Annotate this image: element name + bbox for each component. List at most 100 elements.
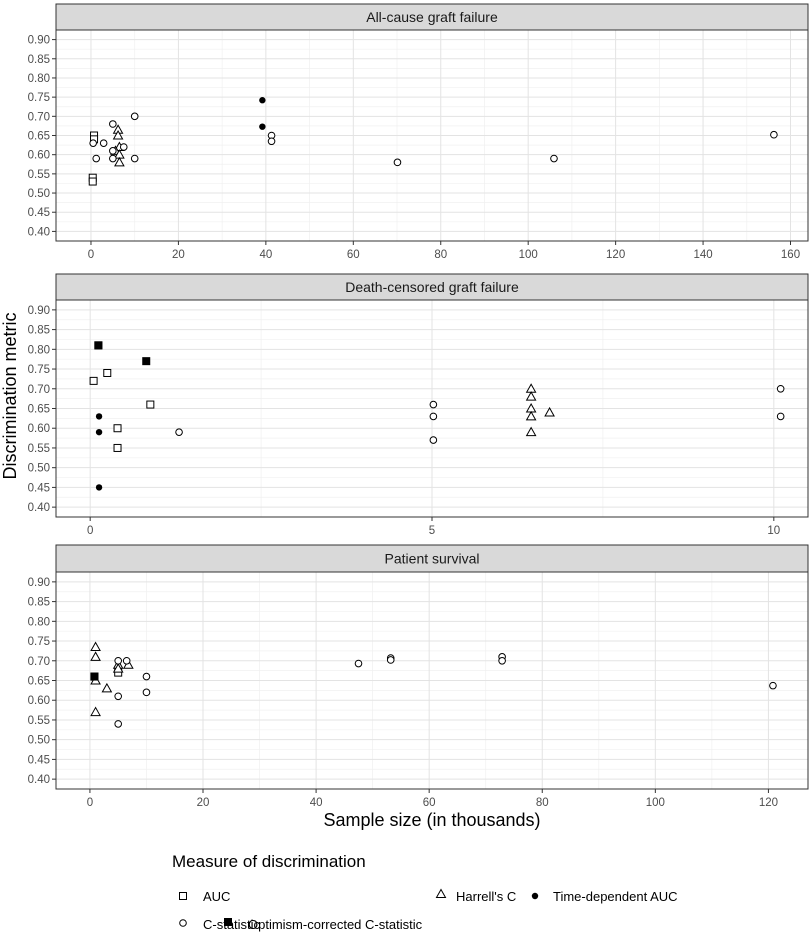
point-optimism-corrected-c-statistic xyxy=(90,672,99,681)
point-time-dependent-auc xyxy=(95,428,103,436)
y-tick-label: 0.50 xyxy=(28,735,50,747)
point-harrell-s-c xyxy=(112,663,124,673)
y-tick-label: 0.75 xyxy=(28,364,50,376)
point-c-statistic xyxy=(142,688,151,697)
point-c-statistic xyxy=(114,656,122,665)
point-harrell-s-c xyxy=(544,406,555,417)
y-tick-label: 0.60 xyxy=(28,423,50,435)
point-time-dependent-auc xyxy=(95,484,103,491)
y-tick-label: 0.65 xyxy=(28,404,50,416)
open-triangle-icon xyxy=(435,888,447,898)
x-tick-label: 40 xyxy=(310,797,323,809)
legend: Measure of discrimination AUC Harrell's C… xyxy=(172,852,678,932)
point-auc xyxy=(88,177,97,186)
x-axis-label: Sample size (in thousands) xyxy=(323,810,540,830)
point-c-statistic xyxy=(109,147,117,155)
point-harrell-s-c xyxy=(90,706,101,717)
facet-title: Patient survival xyxy=(385,551,480,567)
point-c-statistic xyxy=(770,130,778,139)
point-optimism-corrected-c-statistic xyxy=(94,341,103,350)
x-tick-label: 5 xyxy=(429,525,435,537)
x-tick-label: 60 xyxy=(347,249,360,261)
y-tick-label: 0.65 xyxy=(28,131,50,143)
y-tick-label: 0.65 xyxy=(28,676,50,688)
gridlines xyxy=(56,300,808,517)
data-points xyxy=(90,641,777,728)
data-points xyxy=(89,341,785,491)
point-c-statistic xyxy=(114,720,122,728)
point-c-statistic xyxy=(769,681,777,690)
panel-border xyxy=(55,299,809,518)
point-auc xyxy=(103,368,112,377)
point-c-statistic xyxy=(776,384,785,393)
legend-item-harrell-s-c: Harrell's C xyxy=(435,888,516,904)
legend-label: Optimism-corrected C-statistic xyxy=(248,917,423,932)
panel-patient-survival: Patient survival 0.40 0.45 0.50 0.55 0.60 0.65… xyxy=(28,544,809,809)
y-tick-label: 0.80 xyxy=(28,344,50,356)
y-tick-label: 0.55 xyxy=(28,169,50,181)
x-tick-label: 120 xyxy=(606,249,625,261)
point-harrell-s-c xyxy=(525,391,537,401)
y-tick-label: 0.70 xyxy=(28,384,50,396)
panel-death-censored-graft-failure: Death-censored graft failure 0.40 0.45 0.50… xyxy=(28,273,809,537)
point-c-statistic xyxy=(429,436,438,444)
x-axis: 0 20 40 60 80 100 120 140 160 xyxy=(88,241,800,261)
x-tick-label: 40 xyxy=(259,249,272,261)
legend-label: Time-dependent AUC xyxy=(553,889,678,904)
legend-item-time-dependent-auc: Time-dependent AUC xyxy=(531,889,678,904)
point-harrell-s-c xyxy=(101,682,113,693)
data-points xyxy=(88,97,778,186)
x-tick-label: 0 xyxy=(87,525,93,537)
x-tick-label: 100 xyxy=(646,797,665,809)
legend-label: AUC xyxy=(203,889,230,904)
y-tick-label: 0.40 xyxy=(28,774,50,786)
y-tick-label: 0.75 xyxy=(28,636,50,648)
point-c-statistic xyxy=(92,154,101,163)
y-tick-label: 0.85 xyxy=(28,597,50,609)
x-tick-label: 20 xyxy=(172,249,185,261)
y-axis-label: Discrimination metric xyxy=(0,312,20,479)
point-harrell-s-c xyxy=(90,641,101,651)
point-c-statistic xyxy=(109,154,117,163)
x-tick-label: 80 xyxy=(434,249,447,261)
point-c-statistic xyxy=(109,120,117,128)
panel-all-cause-graft-failure: All-cause graft failure0.400.450.500.550… xyxy=(28,3,809,261)
x-tick-label: 120 xyxy=(759,797,778,809)
point-harrell-s-c xyxy=(90,651,101,661)
point-c-statistic xyxy=(119,143,128,151)
y-tick-label: 0.80 xyxy=(28,73,50,85)
facet-title: All-cause graft failure xyxy=(366,9,498,25)
point-auc xyxy=(113,443,122,452)
x-tick-label: 100 xyxy=(519,249,538,261)
point-time-dependent-auc xyxy=(259,97,266,104)
y-tick-label: 0.40 xyxy=(28,226,50,238)
point-c-statistic xyxy=(550,154,558,163)
point-c-statistic xyxy=(386,656,395,664)
y-tick-label: 0.50 xyxy=(28,463,50,475)
y-tick-label: 0.60 xyxy=(28,695,50,707)
x-tick-label: 10 xyxy=(767,525,780,537)
y-tick-label: 0.70 xyxy=(28,656,50,668)
point-c-statistic xyxy=(130,112,139,121)
point-optimism-corrected-c-statistic xyxy=(142,357,151,366)
point-auc xyxy=(146,400,155,409)
y-tick-label: 0.55 xyxy=(28,715,50,727)
facet-title: Death-censored graft failure xyxy=(345,279,519,295)
filled-circle-icon xyxy=(531,892,539,900)
point-c-statistic xyxy=(267,137,276,146)
chart-panels: All-cause graft failure0.400.450.500.550… xyxy=(28,3,809,809)
point-c-statistic xyxy=(498,656,506,665)
point-c-statistic xyxy=(130,154,139,163)
filled-square-icon xyxy=(224,918,232,926)
point-c-statistic xyxy=(122,656,131,665)
y-tick-label: 0.40 xyxy=(28,502,50,514)
y-tick-label: 0.50 xyxy=(28,188,50,200)
x-tick-label: 20 xyxy=(197,797,210,809)
legend-item-auc: AUC xyxy=(179,889,230,904)
y-tick-label: 0.75 xyxy=(28,92,50,104)
point-c-statistic xyxy=(99,139,108,147)
open-circle-icon xyxy=(179,919,187,927)
point-c-statistic xyxy=(393,158,402,167)
point-harrell-s-c xyxy=(525,426,537,437)
